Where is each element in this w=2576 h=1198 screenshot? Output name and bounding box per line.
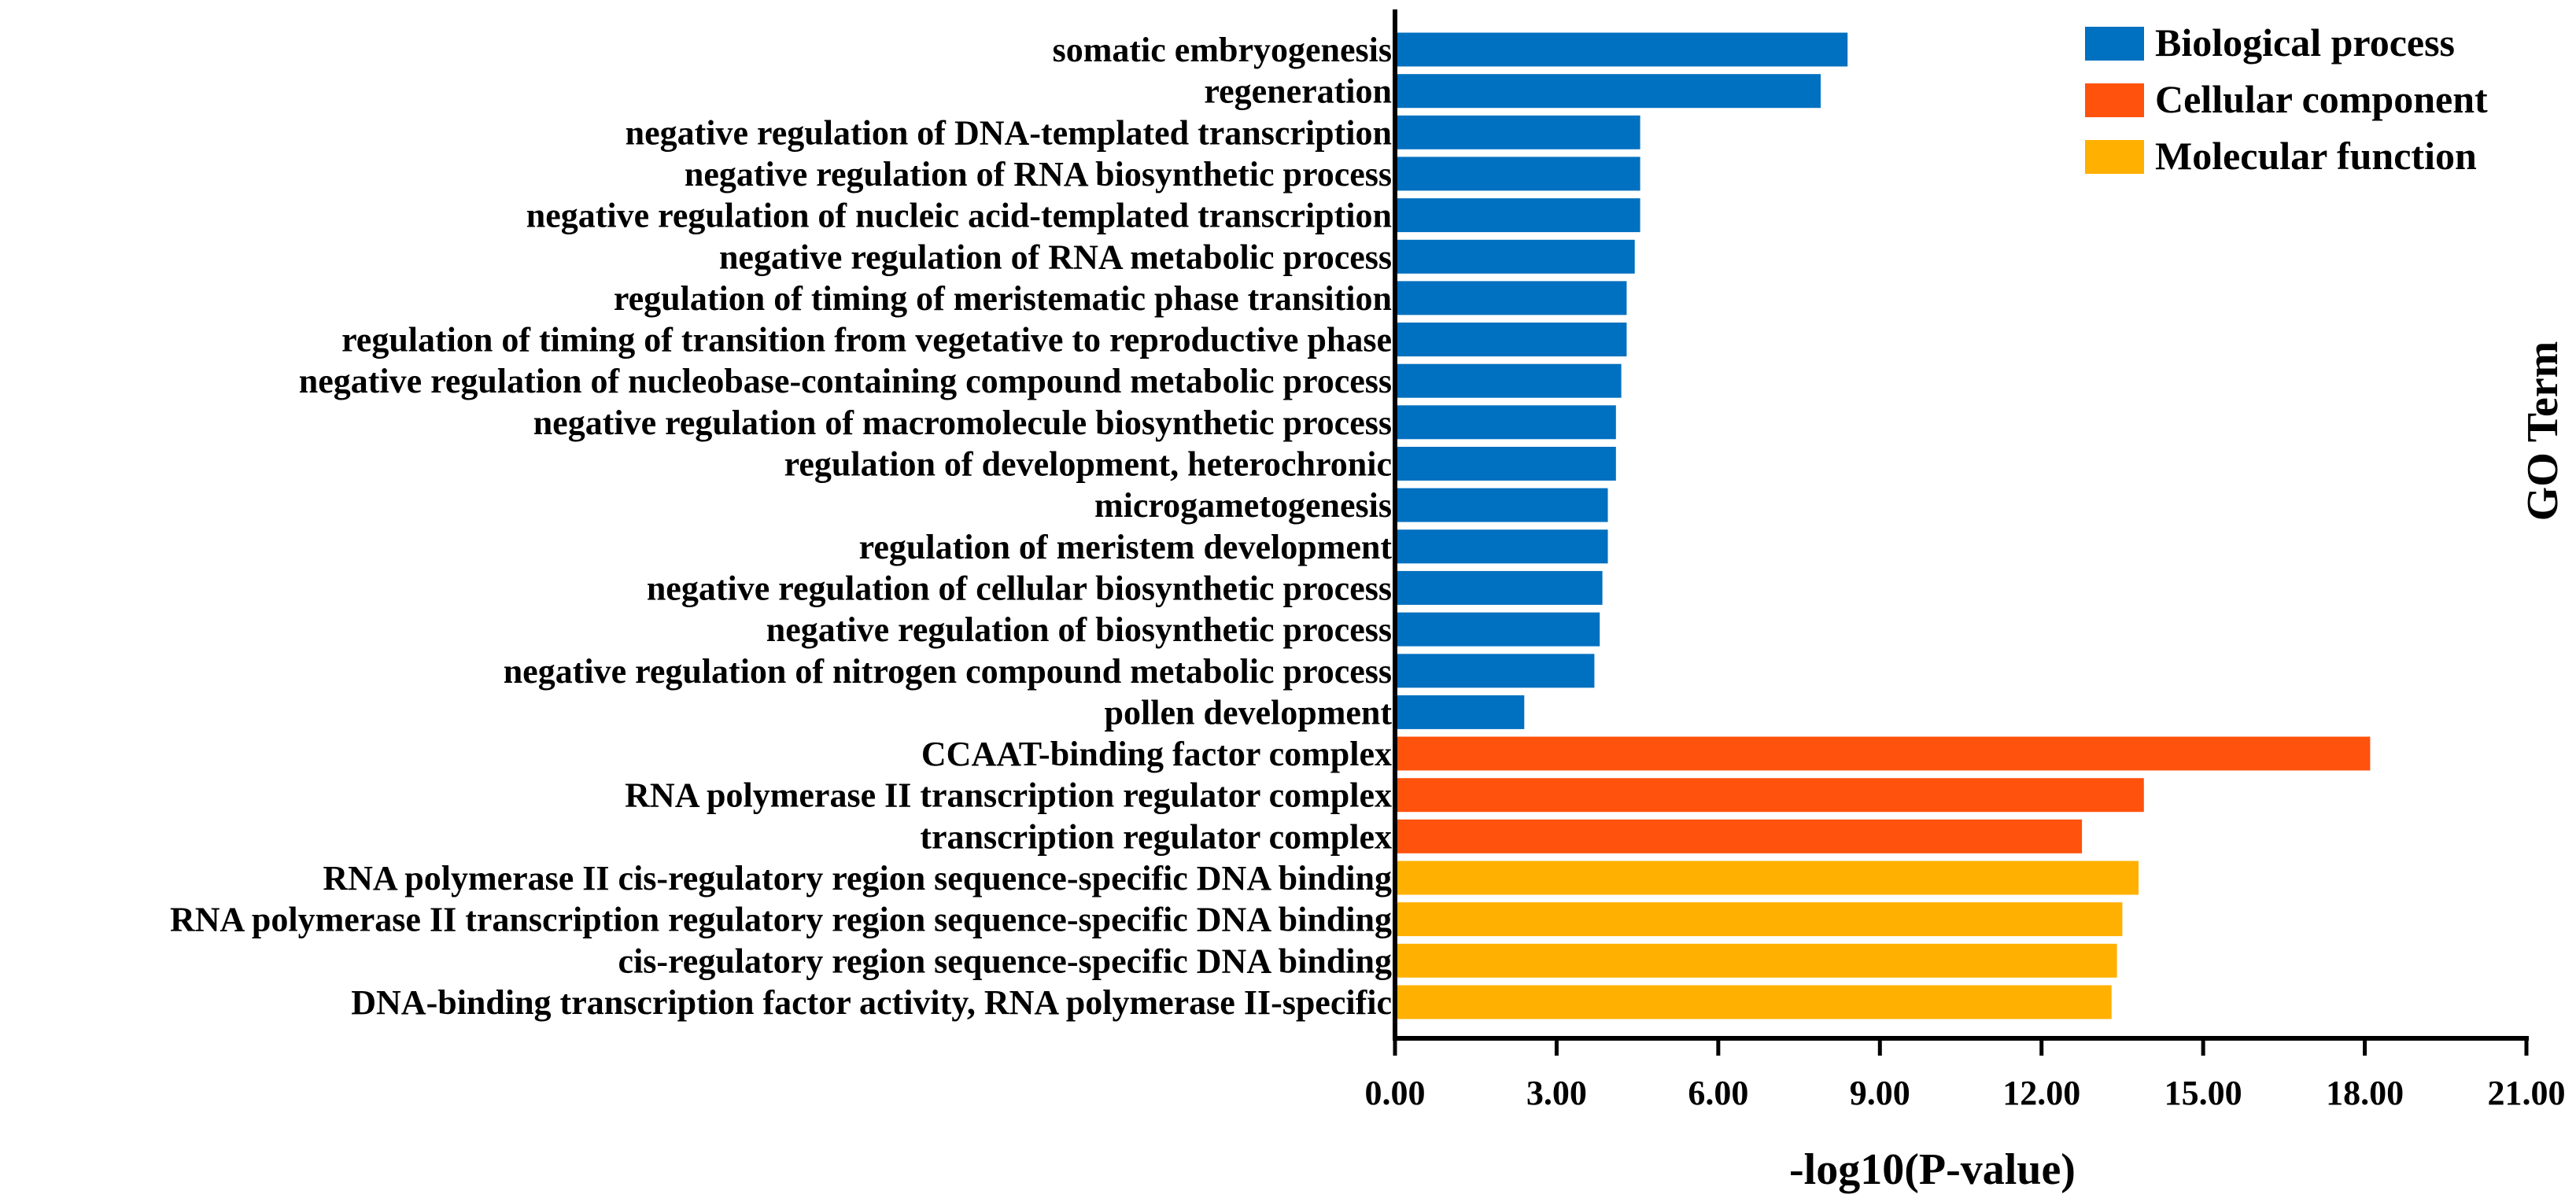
category-label-9: negative regulation of nucleobase-contai… bbox=[299, 362, 1392, 400]
bar-23 bbox=[1395, 943, 2117, 978]
bar-6 bbox=[1395, 239, 1635, 274]
bars-layer bbox=[1395, 32, 2371, 1019]
bar-18 bbox=[1395, 736, 2371, 771]
category-label-23: cis-regulatory region sequence-specific … bbox=[618, 942, 1392, 980]
bar-21 bbox=[1395, 861, 2139, 895]
x-tick-label-3: 6.00 bbox=[1688, 1074, 1748, 1112]
bar-4 bbox=[1395, 157, 1640, 191]
bar-14 bbox=[1395, 570, 1603, 605]
axes bbox=[1393, 9, 2529, 1041]
category-label-8: regulation of timing of transition from … bbox=[341, 321, 1392, 359]
category-label-1: somatic embryogenesis bbox=[1053, 31, 1392, 69]
category-label-2: regeneration bbox=[1204, 72, 1392, 111]
category-label-18: CCAAT-binding factor complex bbox=[921, 735, 1392, 773]
bar-22 bbox=[1395, 902, 2123, 937]
bar-19 bbox=[1395, 778, 2144, 813]
category-label-24: DNA-binding transcription factor activit… bbox=[351, 983, 1392, 1022]
category-label-6: negative regulation of RNA metabolic pro… bbox=[719, 238, 1392, 276]
x-tick-label-7: 18.00 bbox=[2326, 1074, 2404, 1112]
bar-16 bbox=[1395, 654, 1595, 688]
bar-8 bbox=[1395, 323, 1627, 357]
x-tick-label-8: 21.00 bbox=[2488, 1074, 2566, 1112]
x-axis-ticks: 0.00 3.00 6.00 9.00 12.00 15.00 18.00 21.00 bbox=[1365, 1038, 2566, 1112]
bar-5 bbox=[1395, 198, 1640, 233]
bar-15 bbox=[1395, 612, 1600, 647]
bar-7 bbox=[1395, 281, 1627, 315]
category-label-17: pollen development bbox=[1105, 693, 1393, 732]
category-label-20: transcription regulator complex bbox=[920, 817, 1392, 856]
category-label-4: negative regulation of RNA biosynthetic … bbox=[685, 155, 1392, 194]
bar-12 bbox=[1395, 488, 1608, 522]
category-label-10: negative regulation of macromolecule bio… bbox=[533, 404, 1392, 442]
x-tick-label-2: 3.00 bbox=[1526, 1074, 1587, 1112]
legend-label-1: Biological process bbox=[2155, 20, 2455, 65]
category-labels: somatic embryogenesisregenerationnegativ… bbox=[170, 31, 1392, 1022]
bar-24 bbox=[1395, 985, 2112, 1019]
legend-label-2: Cellular component bbox=[2155, 77, 2488, 121]
x-tick-label-5: 12.00 bbox=[2002, 1074, 2080, 1112]
category-label-15: negative regulation of biosynthetic proc… bbox=[766, 610, 1392, 649]
x-tick-label-4: 9.00 bbox=[1850, 1074, 1910, 1112]
category-label-16: negative regulation of nitrogen compound… bbox=[504, 652, 1392, 691]
bar-1 bbox=[1395, 32, 1848, 67]
x-axis-title: -log10(P-value) bbox=[1789, 1145, 2076, 1194]
bar-17 bbox=[1395, 695, 1525, 729]
legend: Biological process Cellular component Mole… bbox=[2085, 20, 2488, 178]
category-label-12: microgametogenesis bbox=[1094, 486, 1392, 525]
x-tick-label-6: 15.00 bbox=[2165, 1074, 2242, 1112]
legend-swatch-3 bbox=[2085, 140, 2144, 174]
bar-2 bbox=[1395, 74, 1821, 109]
legend-swatch-2 bbox=[2085, 83, 2144, 117]
category-label-21: RNA polymerase II cis-regulatory region … bbox=[323, 859, 1392, 898]
category-label-3: negative regulation of DNA-templated tra… bbox=[626, 113, 1392, 152]
x-tick-label-1: 0.00 bbox=[1365, 1074, 1426, 1112]
bar-13 bbox=[1395, 529, 1608, 564]
category-label-11: regulation of development, heterochronic bbox=[784, 445, 1392, 484]
y-axis-title: GO Term bbox=[2519, 341, 2567, 522]
category-label-5: negative regulation of nucleic acid-temp… bbox=[526, 197, 1392, 235]
bar-11 bbox=[1395, 447, 1616, 481]
bar-3 bbox=[1395, 115, 1640, 149]
bar-20 bbox=[1395, 819, 2083, 853]
category-label-13: regulation of meristem development bbox=[859, 528, 1393, 566]
legend-label-3: Molecular function bbox=[2155, 134, 2477, 178]
category-label-7: regulation of timing of meristematic pha… bbox=[614, 279, 1392, 318]
category-label-14: negative regulation of cellular biosynth… bbox=[647, 569, 1392, 607]
legend-swatch-1 bbox=[2085, 27, 2144, 61]
category-label-19: RNA polymerase II transcription regulato… bbox=[625, 776, 1392, 815]
bar-10 bbox=[1395, 405, 1616, 440]
bar-9 bbox=[1395, 363, 1622, 398]
category-label-22: RNA polymerase II transcription regulato… bbox=[170, 901, 1392, 939]
